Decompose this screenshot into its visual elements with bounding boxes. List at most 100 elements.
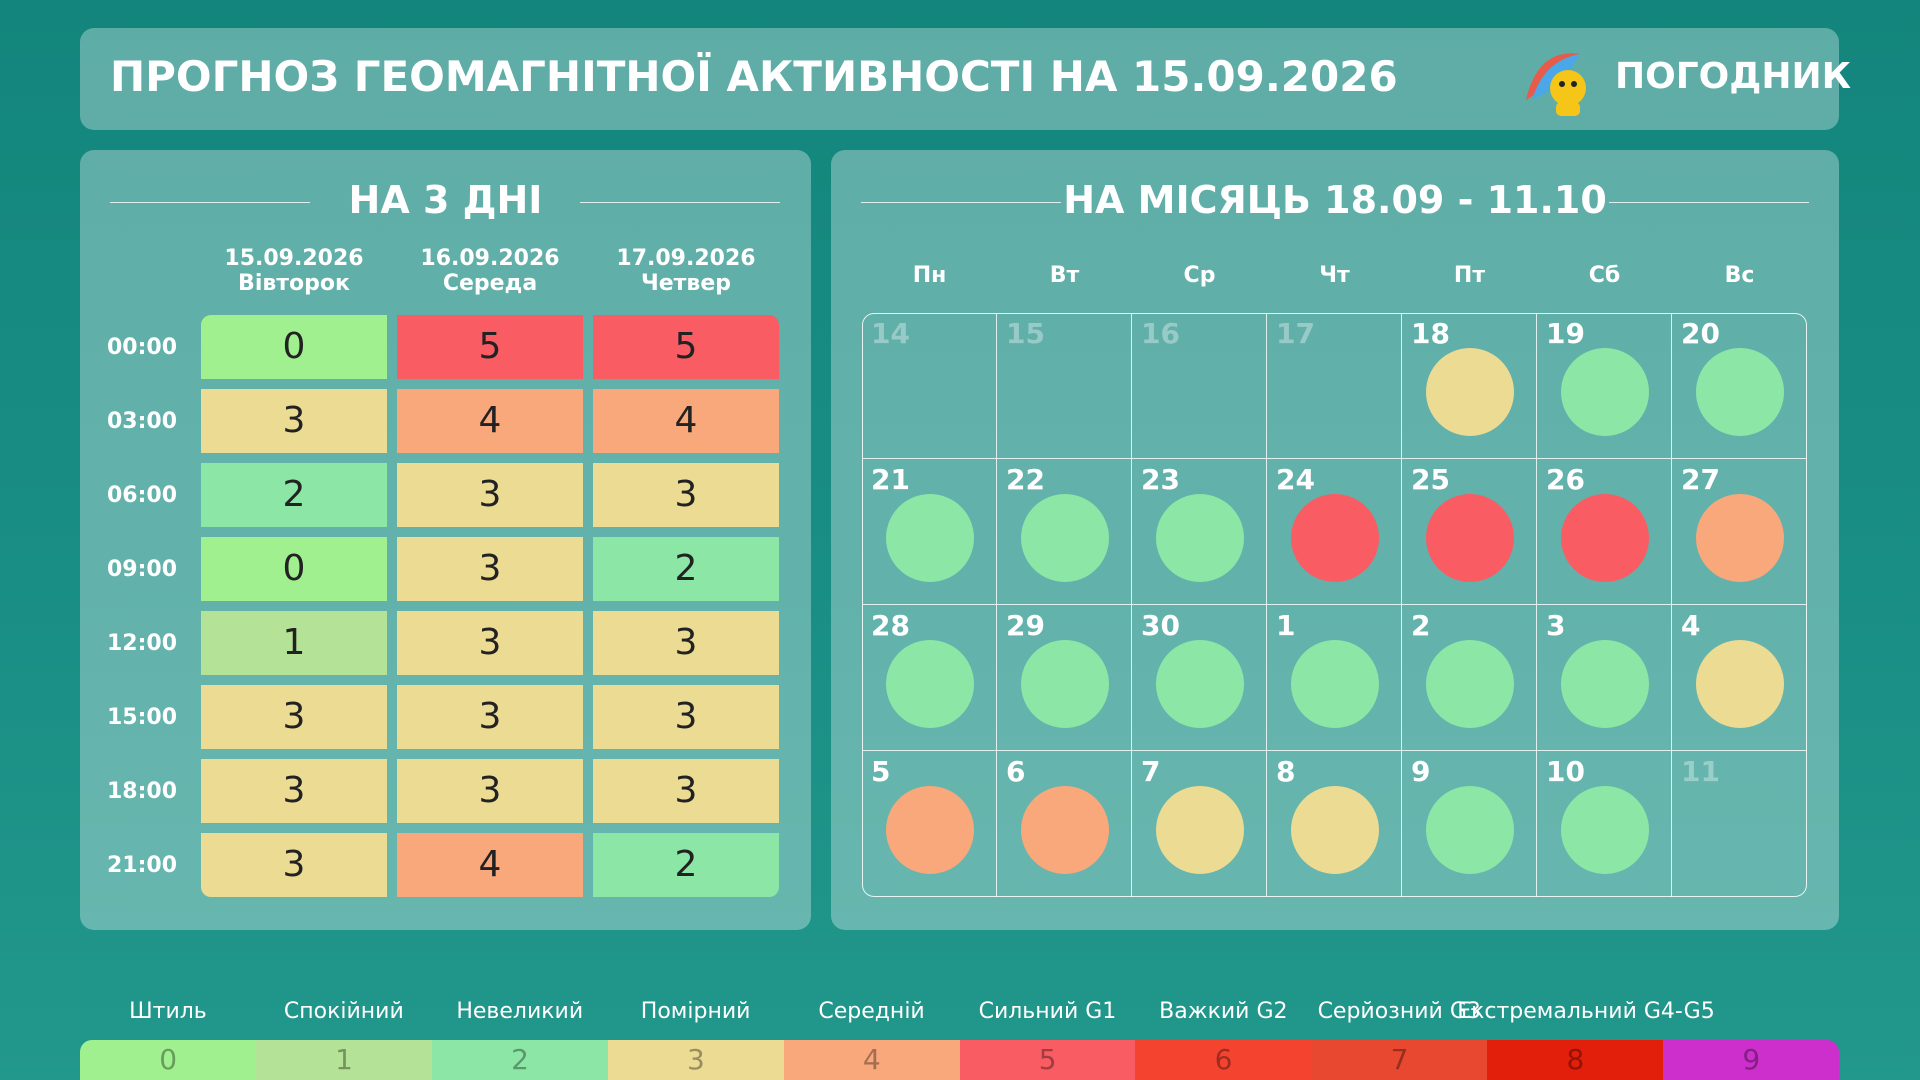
calendar-cell: 11 — [1672, 751, 1807, 897]
level-cell: 3 — [397, 537, 583, 601]
day-number: 24 — [1276, 463, 1315, 496]
level-cell: 4 — [397, 389, 583, 453]
calendar-cell: 22 — [997, 459, 1132, 605]
legend-swatch: 7 — [1311, 1040, 1488, 1080]
calendar-cell: 10 — [1537, 751, 1672, 897]
day-number: 7 — [1141, 755, 1161, 788]
day-number: 27 — [1681, 463, 1720, 496]
column-weekday: Четвер — [640, 271, 732, 296]
weekday-label: Ср — [1183, 263, 1216, 288]
level-circle — [1425, 640, 1514, 728]
calendar-cell: 18 — [1402, 313, 1537, 459]
legend-label: Штиль — [129, 999, 207, 1024]
legend: Штиль 0 Спокійний 1 Невеликий 2 Помірний 3 Серед… — [80, 995, 1840, 1080]
legend-swatch: 3 — [607, 1040, 785, 1080]
level-cell: 3 — [397, 685, 583, 749]
time-label: 00:00 — [106, 335, 178, 360]
level-cell: 0 — [201, 537, 387, 601]
day-number: 20 — [1681, 317, 1720, 350]
title: ПРОГНОЗ ГЕОМАГНІТНОЇ АКТИВНОСТІ НА 15.09… — [110, 52, 1398, 101]
level-cell: 3 — [201, 389, 387, 453]
column-date: 15.09.2026 — [224, 246, 364, 271]
level-cell: 3 — [201, 833, 387, 897]
calendar-cell: 9 — [1402, 751, 1537, 897]
level-circle — [885, 786, 974, 874]
day-number: 29 — [1006, 609, 1045, 642]
time-label: 18:00 — [106, 779, 178, 804]
time-label: 15:00 — [106, 705, 178, 730]
calendar-cell: 8 — [1267, 751, 1402, 897]
level-circle — [1695, 640, 1784, 728]
weekday-label: Сб — [1588, 263, 1621, 288]
level-circle — [1695, 348, 1784, 436]
day-number: 22 — [1006, 463, 1045, 496]
calendar-cell: 3 — [1537, 605, 1672, 751]
column-weekday: Середа — [442, 271, 538, 296]
column-weekday: Вівторок — [238, 271, 350, 296]
weekday-label: Пн — [912, 263, 947, 288]
calendar-cell: 15 — [997, 313, 1132, 459]
legend-label: Серйозний G3 — [1317, 999, 1481, 1024]
calendar-cell: 4 — [1672, 605, 1807, 751]
legend-label: Екстремальний G4-G5 — [1457, 999, 1715, 1024]
level-circle — [1290, 786, 1379, 874]
day-number: 14 — [871, 317, 910, 350]
calendar-cell: 27 — [1672, 459, 1807, 605]
level-circle — [1020, 786, 1109, 874]
level-cell: 1 — [201, 611, 387, 675]
legend-label: Важкий G2 — [1159, 999, 1288, 1024]
calendar-cell: 5 — [862, 751, 997, 897]
time-label: 06:00 — [106, 483, 178, 508]
weekday-label: Вс — [1724, 263, 1755, 288]
weekday-label: Чт — [1319, 263, 1350, 288]
calendar-cell: 6 — [997, 751, 1132, 897]
time-label: 03:00 — [106, 409, 178, 434]
header: ПРОГНОЗ ГЕОМАГНІТНОЇ АКТИВНОСТІ НА 15.09… — [80, 28, 1851, 130]
divider — [110, 202, 310, 203]
day-number: 11 — [1681, 755, 1720, 788]
calendar-cell: 25 — [1402, 459, 1537, 605]
day-number: 1 — [1276, 609, 1296, 642]
calendar-cell: 29 — [997, 605, 1132, 751]
level-circle — [1020, 640, 1109, 728]
calendar-cell: 2 — [1402, 605, 1537, 751]
day-number: 10 — [1546, 755, 1585, 788]
level-circle — [1560, 494, 1649, 582]
calendar-cell: 23 — [1132, 459, 1267, 605]
divider — [580, 202, 780, 203]
calendar-cell: 7 — [1132, 751, 1267, 897]
legend-label: Сильний G1 — [978, 999, 1117, 1024]
three-day-panel: НА 3 ДНІ 15.09.2026 Вівторок 16.09.2026 Сер… — [80, 150, 811, 930]
level-cell: 3 — [593, 759, 779, 823]
time-label: 12:00 — [106, 631, 178, 656]
column-date: 16.09.2026 — [420, 246, 560, 271]
calendar-cell: 28 — [862, 605, 997, 751]
level-cell: 2 — [593, 537, 779, 601]
legend-swatch: 6 — [1135, 1040, 1312, 1080]
calendar-cell: 20 — [1672, 313, 1807, 459]
calendar-cell: 26 — [1537, 459, 1672, 605]
legend-swatch: 1 — [255, 1040, 433, 1080]
time-label: 21:00 — [106, 853, 178, 878]
day-number: 17 — [1276, 317, 1315, 350]
level-circle — [1290, 640, 1379, 728]
level-circle — [1425, 494, 1514, 582]
day-number: 30 — [1141, 609, 1180, 642]
day-number: 28 — [871, 609, 910, 642]
calendar-cell: 24 — [1267, 459, 1402, 605]
calendar-cell: 16 — [1132, 313, 1267, 459]
calendar-cell: 19 — [1537, 313, 1672, 459]
day-number: 6 — [1006, 755, 1026, 788]
time-label: 09:00 — [106, 557, 178, 582]
legend-swatch: 4 — [783, 1040, 960, 1080]
calendar-cell: 21 — [862, 459, 997, 605]
day-number: 18 — [1411, 317, 1450, 350]
level-circle — [1155, 640, 1244, 728]
legend-swatch: 5 — [959, 1040, 1136, 1080]
legend-swatch: 0 — [80, 1040, 257, 1080]
day-number: 15 — [1006, 317, 1045, 350]
calendar-grid — [862, 313, 1807, 897]
level-circle — [1155, 494, 1244, 582]
brand: ПОГОДНИК — [1615, 56, 1852, 97]
